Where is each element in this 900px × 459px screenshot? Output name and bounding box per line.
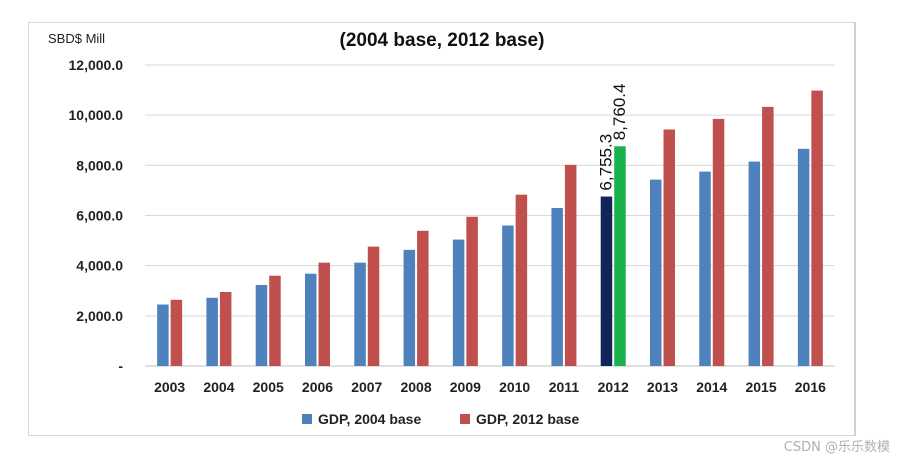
bar-gdp-2012-base-2004	[219, 292, 232, 366]
x-tick-label-2016: 2016	[795, 379, 826, 395]
x-tick-label-2005: 2005	[253, 379, 284, 395]
watermark: CSDN @乐乐数模	[783, 440, 890, 455]
legend-swatch-1	[460, 414, 470, 424]
bar-gdp-2004-base-2015	[748, 161, 761, 366]
bar-gdp-2012-base-2003	[170, 299, 183, 366]
bar-gdp-2012-base-2009	[466, 216, 478, 366]
gridlines	[145, 64, 835, 367]
bar-gdp-2004-base-2012	[600, 196, 613, 366]
x-tick-label-2010: 2010	[499, 379, 530, 395]
data-label-2012-s0: 6,755.3	[596, 134, 615, 191]
y-tick-label: 6,000.0	[76, 208, 123, 224]
bar-gdp-2012-base-2012	[614, 146, 626, 366]
bar-gdp-2004-base-2016	[797, 148, 810, 366]
y-tick-label: 12,000.0	[69, 57, 124, 73]
x-tick-label-2013: 2013	[647, 379, 678, 395]
x-tick-label-2011: 2011	[549, 379, 580, 395]
x-tick-label-2014: 2014	[696, 379, 727, 395]
x-tick-label-2012: 2012	[598, 379, 629, 395]
bar-gdp-2004-base-2006	[305, 273, 317, 366]
bar-gdp-2004-base-2004	[206, 297, 218, 366]
bar-gdp-2012-base-2014	[712, 118, 725, 366]
y-axis-ticks: - 2,000.0 4,000.0 6,000.0 8,000.0 10,000.0 12,…	[69, 57, 124, 374]
bar-gdp-2004-base-2007	[354, 262, 366, 366]
data-labels: 6,755.38,760.4	[596, 84, 629, 191]
bar-gdp-2004-base-2009	[452, 239, 465, 366]
bar-gdp-2012-base-2011	[564, 164, 577, 366]
y-tick-label: 2,000.0	[76, 308, 123, 324]
x-axis-ticks: 2003 2004 2005 2006 2007 2008 2009 2010 2011 2012…	[154, 379, 826, 395]
bar-gdp-2012-base-2013	[663, 129, 675, 366]
bar-gdp-2004-base-2003	[157, 304, 169, 366]
legend-swatch-0	[302, 414, 312, 424]
x-tick-label-2015: 2015	[745, 379, 776, 395]
bar-gdp-2012-base-2006	[318, 262, 330, 366]
bar-gdp-2012-base-2007	[367, 246, 380, 366]
x-tick-label-2008: 2008	[400, 379, 431, 395]
bar-gdp-2004-base-2005	[255, 284, 268, 366]
bar-gdp-2012-base-2015	[762, 106, 774, 367]
y-axis-label: SBD$ Mill	[48, 31, 105, 46]
x-tick-label-2007: 2007	[351, 379, 382, 395]
bar-gdp-2004-base-2010	[502, 225, 514, 366]
legend: GDP, 2004 base GDP, 2012 base	[302, 411, 579, 427]
x-tick-label-2003: 2003	[154, 379, 185, 395]
x-tick-label-2009: 2009	[450, 379, 481, 395]
bar-gdp-2004-base-2008	[403, 249, 416, 366]
x-tick-label-2006: 2006	[302, 379, 333, 395]
y-tick-label: -	[118, 358, 123, 374]
y-tick-label: 8,000.0	[76, 157, 123, 173]
bar-gdp-2012-base-2010	[515, 194, 528, 366]
bar-gdp-2004-base-2014	[699, 171, 711, 366]
legend-label-0: GDP, 2004 base	[318, 411, 421, 427]
bar-gdp-2004-base-2013	[650, 179, 662, 366]
data-label-2012-s1: 8,760.4	[610, 84, 629, 141]
bar-gdp-2012-base-2016	[811, 90, 823, 367]
legend-label-1: GDP, 2012 base	[476, 411, 579, 427]
bars	[157, 90, 823, 367]
chart-title: (2004 base, 2012 base)	[340, 30, 545, 51]
y-tick-label: 10,000.0	[69, 107, 124, 123]
y-tick-label: 4,000.0	[76, 258, 123, 274]
bar-gdp-2004-base-2011	[551, 207, 563, 366]
bar-gdp-2012-base-2008	[417, 230, 429, 366]
bar-gdp-2012-base-2005	[269, 275, 281, 366]
x-tick-label-2004: 2004	[203, 379, 234, 395]
chart-frame	[28, 22, 856, 436]
